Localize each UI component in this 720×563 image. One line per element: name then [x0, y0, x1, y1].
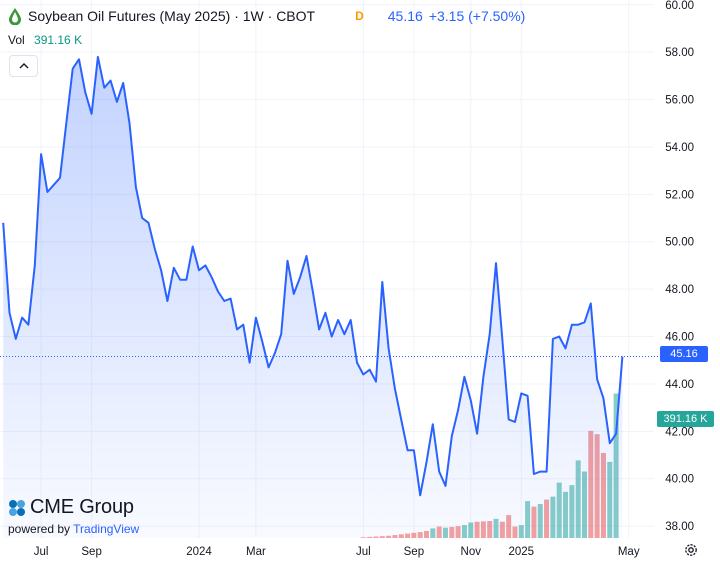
settings-gear-icon[interactable] [684, 543, 698, 557]
x-tick-label: Mar [246, 546, 266, 558]
x-tick-label: 2024 [186, 546, 212, 558]
price-line[interactable] [2, 55, 624, 497]
y-tick-label: 38.00 [665, 521, 694, 533]
x-tick-label: 2025 [509, 546, 535, 558]
collapse-legend-button[interactable] [9, 55, 38, 77]
soybean-oil-icon [9, 8, 21, 25]
x-tick-label: Jul [356, 546, 371, 558]
delayed-data-badge[interactable]: D [355, 9, 364, 23]
y-tick-label: 44.00 [665, 379, 694, 391]
y-tick-label: 50.00 [665, 237, 694, 249]
last-price: 45.16 [387, 8, 423, 24]
price-change: +3.15 (+7.50%) [428, 8, 526, 24]
logo-name: CME Group [30, 496, 134, 518]
x-tick-label: May [618, 546, 640, 558]
cme-group-logo-icon [9, 499, 25, 516]
cme-group-logo[interactable]: CME Group powered by TradingView [8, 496, 139, 536]
x-tick-label: Sep [404, 546, 424, 558]
y-tick-label: 48.00 [665, 284, 694, 296]
volume-legend: Vol 391.16 K [8, 33, 82, 47]
symbol-title[interactable]: Soybean Oil Futures (May 2025) · 1W · CB… [28, 8, 316, 24]
y-tick-label: 40.00 [665, 474, 694, 486]
volume-scale-tag: 391.16 K [657, 411, 714, 427]
y-tick-label: 42.00 [665, 426, 694, 438]
x-tick-label: Jul [34, 546, 49, 558]
y-tick-label: 54.00 [665, 142, 694, 154]
y-tick-label: 52.00 [665, 189, 694, 201]
tradingview-link[interactable]: TradingView [73, 522, 140, 536]
powered-by-text: powered by [8, 522, 71, 536]
y-tick-label: 58.00 [665, 47, 694, 59]
volume-label: Vol [8, 33, 25, 47]
volume-value: 391.16 K [34, 33, 83, 47]
last-price-scale-tag: 45.16 [660, 346, 708, 362]
x-tick-label: Nov [461, 546, 482, 558]
time-axis: Jul Sep 2024 Mar Jul Sep Nov 2025 May [34, 546, 640, 558]
price-axis: 38.00 40.00 42.00 44.00 46.00 48.00 50.00 52.00… [665, 0, 694, 533]
y-tick-label: 60.00 [665, 0, 694, 12]
price-area [0, 55, 666, 539]
chevron-up-icon [19, 63, 28, 69]
y-tick-label: 46.00 [665, 332, 694, 344]
x-tick-label: Sep [81, 546, 101, 558]
y-tick-label: 56.00 [665, 95, 694, 107]
chart-legend-header: Soybean Oil Futures (May 2025) · 1W · CB… [8, 6, 525, 26]
